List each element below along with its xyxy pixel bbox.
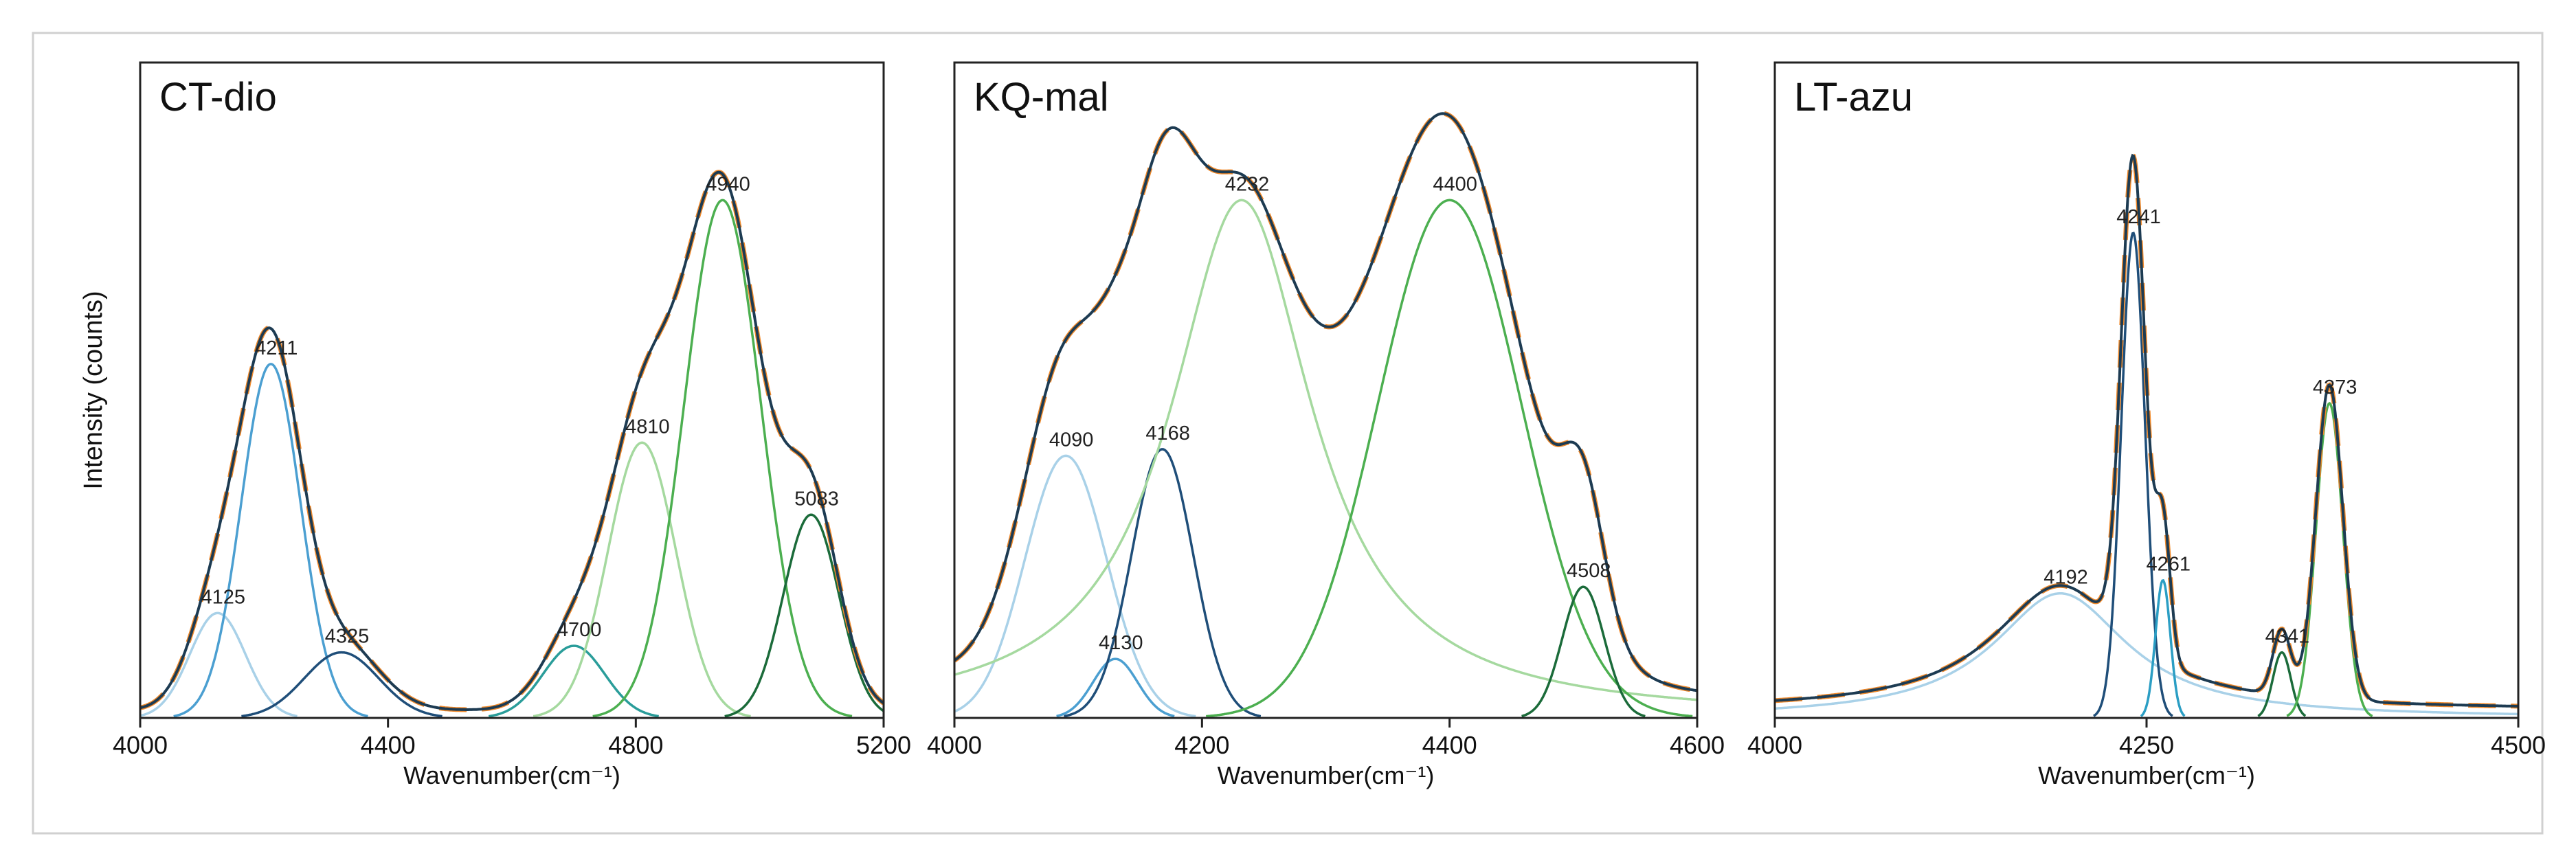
component-peak <box>2257 651 2307 717</box>
x-tick-label: 4400 <box>1422 731 1477 759</box>
component-peak <box>2140 578 2186 717</box>
x-axis-label: Wavenumber(cm⁻¹) <box>1218 761 1435 789</box>
fit-curve <box>140 170 884 712</box>
component-peak <box>488 644 659 718</box>
peak-label: 4090 <box>1049 429 1094 451</box>
plot-area <box>140 170 884 718</box>
peak-label: 4325 <box>325 626 370 648</box>
peak-label: 4232 <box>1225 173 1270 195</box>
plot-area <box>954 111 1697 718</box>
panel-title: LT-azu <box>1794 75 1913 120</box>
x-tick-label: 4000 <box>1747 731 1802 759</box>
envelope-curve <box>954 112 1697 693</box>
x-axis-label: Wavenumber(cm⁻¹) <box>403 761 620 789</box>
x-tick-label: 4250 <box>2119 731 2174 759</box>
panel-title: KQ-mal <box>974 75 1109 120</box>
component-peak <box>140 611 298 718</box>
envelope-curve <box>140 170 884 711</box>
peak-label: 4341 <box>2265 626 2310 648</box>
component-peak <box>724 513 884 718</box>
component-peak <box>1521 585 1646 718</box>
component-peak <box>954 199 1697 701</box>
peak-label: 4700 <box>557 619 602 641</box>
component-peak <box>1056 657 1175 718</box>
component-peak <box>1775 592 2518 716</box>
peak-label: 4508 <box>1567 560 1611 582</box>
peak-label: 4192 <box>2043 567 2088 589</box>
axes-frame <box>139 61 885 719</box>
peak-label: 4810 <box>625 416 670 438</box>
x-tick-label: 4800 <box>608 731 663 759</box>
x-tick-label: 4200 <box>1174 731 1229 759</box>
plot-area <box>1775 152 2518 717</box>
x-tick-label: 4000 <box>927 731 982 759</box>
component-peak <box>533 441 751 718</box>
peak-label: 4400 <box>1433 173 1477 195</box>
x-axis-label: Wavenumber(cm⁻¹) <box>2038 761 2255 789</box>
component-peak <box>954 454 1196 718</box>
envelope-curve <box>1775 153 2518 708</box>
x-tick-label: 4000 <box>113 731 168 759</box>
peak-label: 4940 <box>706 173 750 195</box>
fit-curve <box>1775 152 2518 709</box>
component-peak <box>2286 401 2373 717</box>
peak-label: 4261 <box>2147 554 2191 576</box>
component-peak <box>241 651 443 718</box>
x-tick-label: 5200 <box>856 731 911 759</box>
peak-label: 4168 <box>1145 423 1190 444</box>
component-peak <box>1206 199 1693 718</box>
axes-frame <box>953 61 1699 719</box>
peak-label: 5083 <box>794 488 839 510</box>
panel-title: CT-dio <box>159 75 277 120</box>
peak-label: 4211 <box>255 337 298 359</box>
peak-label: 4125 <box>201 586 245 608</box>
component-peak <box>2093 232 2173 717</box>
x-tick-label: 4600 <box>1670 731 1725 759</box>
x-tick-label: 4400 <box>361 731 416 759</box>
peak-label: 4241 <box>2116 206 2161 228</box>
outer-border <box>32 32 2544 835</box>
y-axis-label: Intensity (counts) <box>79 291 108 489</box>
component-peak <box>173 363 368 718</box>
peak-label: 4130 <box>1099 632 1143 654</box>
component-peak <box>1064 448 1262 718</box>
peak-label: 4373 <box>2313 376 2357 398</box>
x-tick-label: 4500 <box>2491 731 2546 759</box>
component-peak <box>592 199 853 718</box>
